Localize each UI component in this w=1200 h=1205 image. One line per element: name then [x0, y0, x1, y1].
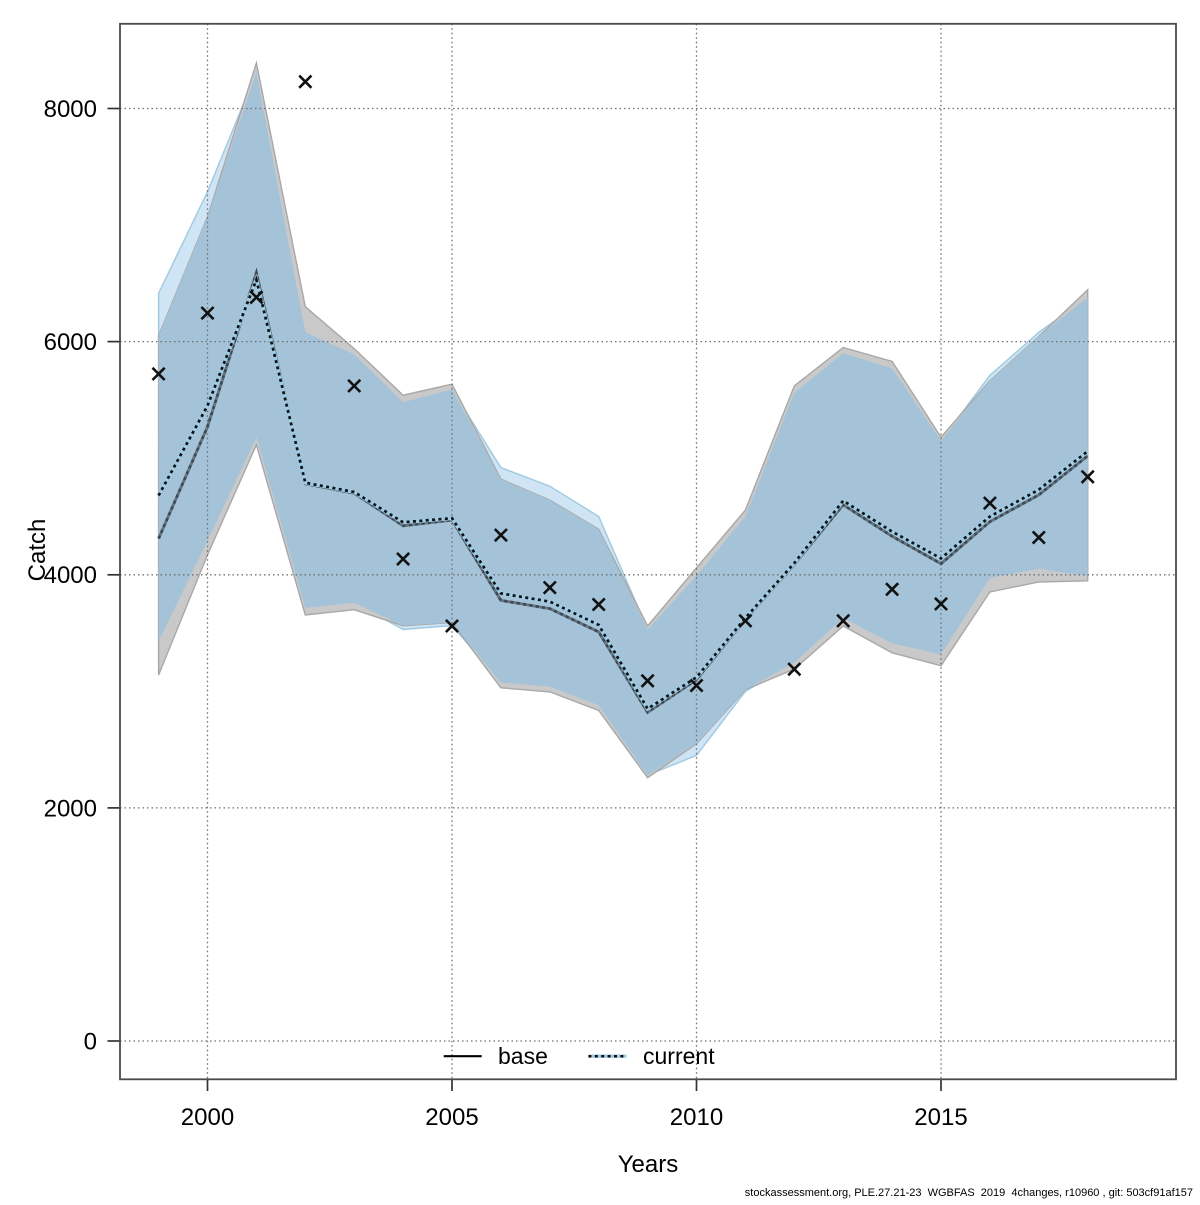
svg-text:Years: Years [618, 1151, 679, 1178]
svg-text:4000: 4000 [44, 562, 97, 589]
svg-text:2000: 2000 [181, 1104, 234, 1131]
svg-text:2005: 2005 [425, 1104, 478, 1131]
svg-text:0: 0 [84, 1029, 97, 1056]
svg-text:2000: 2000 [44, 795, 97, 822]
svg-text:2010: 2010 [670, 1104, 723, 1131]
svg-text:Catch: Catch [24, 519, 51, 582]
svg-text:2015: 2015 [914, 1104, 967, 1131]
svg-text:base: base [498, 1043, 548, 1069]
svg-text:current: current [643, 1043, 715, 1069]
svg-text:8000: 8000 [44, 96, 97, 123]
svg-text:6000: 6000 [44, 329, 97, 356]
svg-text:stockassessment.org, PLE.27.21: stockassessment.org, PLE.27.21-23 WGBFAS… [745, 1187, 1193, 1199]
